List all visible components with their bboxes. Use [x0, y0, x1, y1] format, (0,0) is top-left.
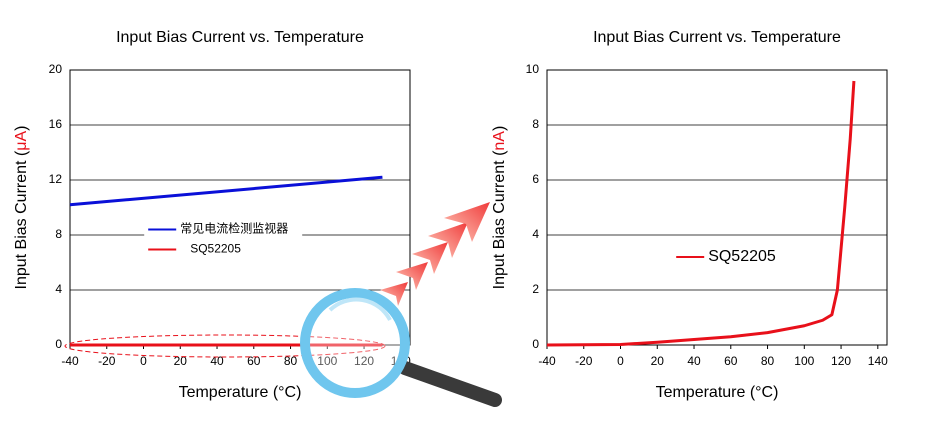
legend-label: 常见电流检测监视器 [180, 221, 288, 236]
y-tick-label: 2 [532, 282, 539, 296]
y-axis-title-part: ) [491, 126, 508, 131]
y-tick-label: 10 [526, 62, 540, 76]
y-axis-title-part: μA [13, 131, 30, 151]
y-axis-title-part: Input Bias Current ( [491, 150, 508, 289]
y-axis-title-part: ) [13, 126, 30, 131]
x-axis-title: Temperature (°C) [656, 384, 779, 401]
decoration [64, 202, 502, 407]
chart-title: Input Bias Current vs. Temperature [593, 29, 841, 46]
plot-area [546, 69, 888, 346]
x-tick-label: 100 [794, 354, 814, 368]
y-tick-label: 8 [532, 117, 539, 131]
y-tick-label: 12 [49, 172, 63, 186]
chart-title: Input Bias Current vs. Temperature [116, 29, 364, 46]
y-tick-label: 4 [532, 227, 539, 241]
arrows [380, 202, 490, 306]
x-tick-label: -20 [575, 354, 593, 368]
x-tick-label: 60 [247, 354, 261, 368]
x-tick-label: -40 [538, 354, 556, 368]
x-tick-label: 40 [210, 354, 224, 368]
x-tick-label: 20 [651, 354, 665, 368]
lens-glint [328, 297, 392, 321]
x-tick-label: 120 [831, 354, 851, 368]
x-axis-title: Temperature (°C) [179, 384, 302, 401]
x-tick-label: 80 [761, 354, 775, 368]
x-tick-label: 80 [284, 354, 298, 368]
y-tick-label: 0 [532, 337, 539, 351]
x-tick-label: 140 [868, 354, 888, 368]
x-tick-label: 0 [617, 354, 624, 368]
x-tick-label: 0 [140, 354, 147, 368]
y-tick-label: 20 [49, 62, 63, 76]
magnifier-lens [300, 288, 410, 398]
magnifier-handle [398, 361, 502, 407]
y-tick-label: 4 [55, 282, 62, 296]
y-tick-label: 8 [55, 227, 62, 241]
series-line [69, 175, 383, 207]
y-axis-title-part: nA [491, 131, 508, 151]
y-tick-label: 6 [532, 172, 539, 186]
x-tick-label: 40 [687, 354, 701, 368]
charts: Input Bias Current vs. Temperature 0 4 8 12 1… [13, 29, 888, 401]
x-tick-label: -40 [61, 354, 79, 368]
y-tick-label: 16 [49, 117, 63, 131]
y-tick-label: 0 [55, 337, 62, 351]
y-axis-title: Input Bias Current (μA) [13, 126, 30, 290]
legend-label: SQ52205 [708, 248, 776, 265]
y-axis-title: Input Bias Current (nA) [491, 126, 508, 290]
legend-label: SQ52205 [190, 242, 241, 256]
legend-bg [144, 217, 303, 262]
x-tick-label: 100 [317, 354, 337, 368]
x-tick-label: 120 [354, 354, 374, 368]
x-tick-label: 60 [724, 354, 738, 368]
series-line [546, 80, 856, 347]
y-axis-title-part: Input Bias Current ( [13, 150, 30, 289]
x-tick-label: -20 [98, 354, 116, 368]
highlight-ellipse [64, 334, 386, 358]
x-tick-label: 20 [174, 354, 188, 368]
